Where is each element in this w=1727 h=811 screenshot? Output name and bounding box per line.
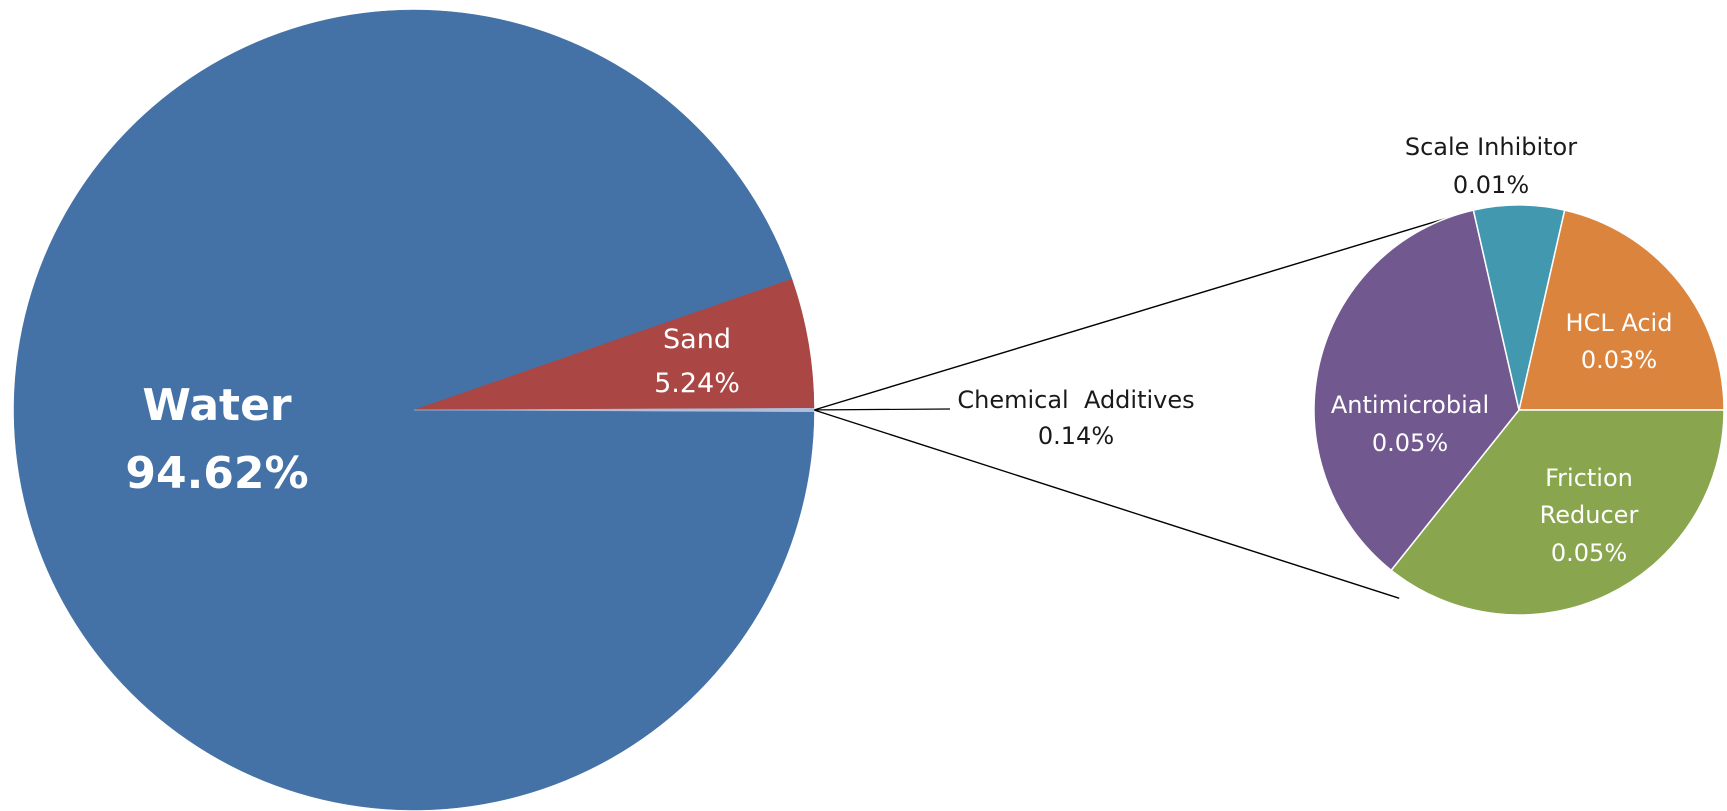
- label-hcl-acid-value: 0.03%: [1581, 346, 1657, 374]
- connector-line-top: [813, 209, 1474, 411]
- slice-scale-inhibitor[interactable]: [1472, 204, 1566, 411]
- label-sand-value: 5.24%: [654, 368, 740, 399]
- label-scale-inhibitor-value: 0.01%: [1453, 171, 1529, 199]
- slice-antimicrobial[interactable]: [1313, 209, 1520, 572]
- label-antimicrobial-value: 0.05%: [1372, 429, 1448, 457]
- leader-line-chemical-additives: [803, 408, 951, 411]
- connector-lines: [803, 209, 1474, 599]
- secondary-pie: [1313, 204, 1725, 616]
- label-sand-name: Sand: [663, 324, 731, 355]
- label-water-value: 94.62%: [125, 448, 308, 499]
- label-hcl-acid-name: HCL Acid: [1566, 309, 1673, 337]
- primary-pie: [13, 9, 815, 811]
- slice-friction-reducer[interactable]: [1390, 409, 1725, 616]
- connector-line-bottom: [813, 409, 1400, 599]
- label-friction-reducer-value: 0.05%: [1551, 539, 1627, 567]
- label-water-name: Water: [142, 380, 292, 431]
- label-scale-inhibitor-name: Scale Inhibitor: [1405, 133, 1577, 161]
- label-chemical-additives-name: Chemical Additives: [957, 386, 1194, 414]
- slice-hcl-acid[interactable]: [1518, 209, 1725, 411]
- data-labels: Water 94.62% Sand 5.24% Chemical Additiv…: [125, 133, 1672, 567]
- label-chemical-additives-value: 0.14%: [1038, 422, 1114, 450]
- label-friction-reducer-line1: Friction: [1545, 464, 1633, 492]
- slice-chemical-additives[interactable]: [413, 407, 815, 413]
- label-friction-reducer-line2: Reducer: [1540, 501, 1639, 529]
- label-antimicrobial-name: Antimicrobial: [1331, 391, 1489, 419]
